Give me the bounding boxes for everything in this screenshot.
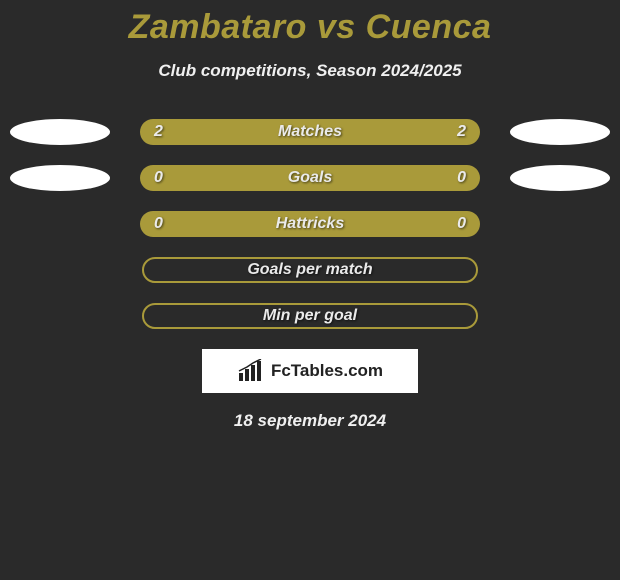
stat-right-value: 0: [457, 169, 466, 187]
stat-pill: 2 Matches 2: [140, 119, 480, 145]
stat-pill: 0 Hattricks 0: [140, 211, 480, 237]
stat-right-value: 2: [457, 123, 466, 141]
attribution-text: FcTables.com: [271, 361, 383, 381]
stat-right-value: 0: [457, 215, 466, 233]
page-title: Zambataro vs Cuenca: [0, 8, 620, 47]
comparison-infographic: Zambataro vs Cuenca Club competitions, S…: [0, 0, 620, 431]
player-right-dot: [510, 165, 610, 191]
stat-row: Goals per match: [0, 257, 620, 283]
stat-label: Hattricks: [276, 215, 344, 233]
stat-label: Min per goal: [263, 307, 357, 325]
stat-left-value: 0: [154, 169, 163, 187]
stat-pill-outline: Min per goal: [142, 303, 478, 329]
stat-left-value: 0: [154, 215, 163, 233]
player-right-dot: [510, 119, 610, 145]
date-text: 18 september 2024: [0, 411, 620, 431]
attribution-box: FcTables.com: [202, 349, 418, 393]
subtitle: Club competitions, Season 2024/2025: [0, 61, 620, 81]
stat-label: Matches: [278, 123, 342, 141]
stat-pill: 0 Goals 0: [140, 165, 480, 191]
stat-label: Goals per match: [247, 261, 372, 279]
stat-rows: 2 Matches 2 0 Goals 0 0 Hattricks: [0, 119, 620, 329]
stat-pill-outline: Goals per match: [142, 257, 478, 283]
stat-row: 0 Goals 0: [0, 165, 620, 191]
player-left-dot: [10, 119, 110, 145]
stat-row: 2 Matches 2: [0, 119, 620, 145]
stat-left-value: 2: [154, 123, 163, 141]
player-left-dot: [10, 165, 110, 191]
stat-row: 0 Hattricks 0: [0, 211, 620, 237]
stat-row: Min per goal: [0, 303, 620, 329]
chart-icon: [237, 359, 265, 383]
stat-label: Goals: [288, 169, 332, 187]
